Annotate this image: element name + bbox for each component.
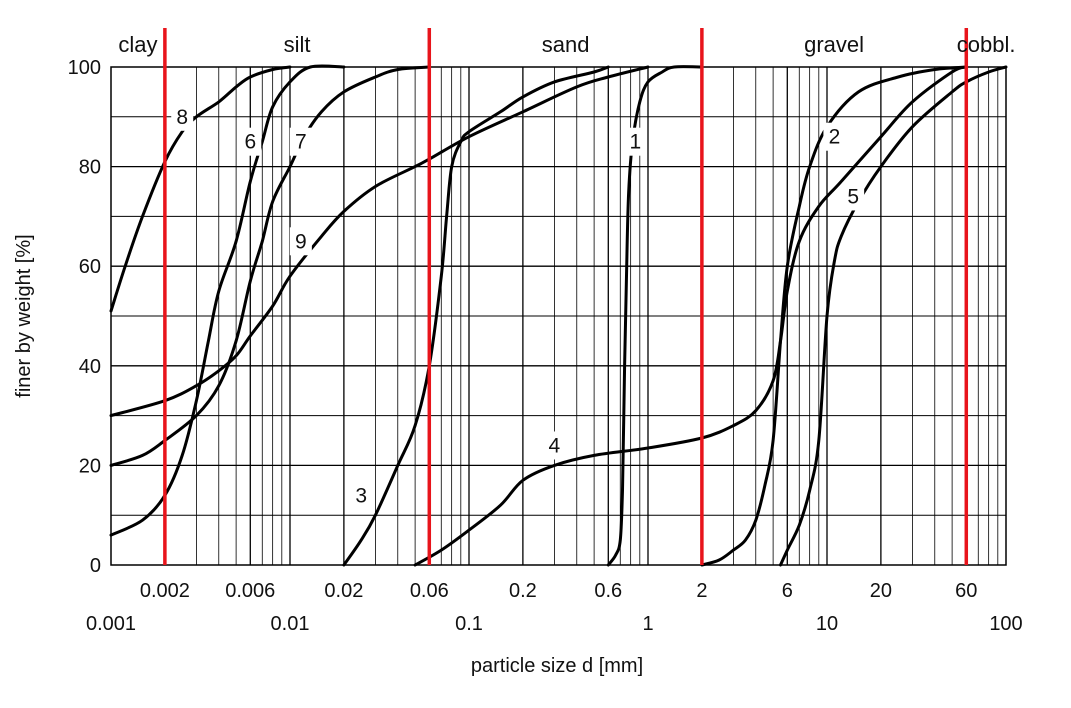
x-axis-label: particle size d [mm] — [471, 655, 643, 677]
plot-frame — [110, 66, 1007, 566]
curve-9 — [109, 65, 650, 418]
x-tick-label-lower: 1 — [642, 613, 653, 635]
curve-label-bg — [350, 481, 373, 510]
x-tick-label-upper: 20 — [870, 580, 892, 602]
curve-label-4: 4 — [543, 431, 566, 460]
zone-label: gravel — [804, 32, 864, 57]
x-tick-label-lower: 0.01 — [271, 613, 310, 635]
y-tick-label: 20 — [79, 455, 101, 477]
x-tick-label-lower: 100 — [989, 613, 1022, 635]
x-tick-label-upper: 6 — [782, 580, 793, 602]
curve-3 — [342, 65, 610, 567]
curve-label-text: 9 — [295, 230, 307, 253]
curve-label-7: 7 — [289, 127, 312, 156]
y-tick-label: 60 — [79, 256, 101, 278]
curve-label-text: 4 — [549, 434, 561, 457]
x-axis-ticks-upper: 0.002 0.006 0.02 0.06 0.2 0.6 2 6 20 60 — [140, 580, 978, 602]
curve-label-1: 1 — [624, 127, 647, 156]
zone-label: silt — [284, 32, 311, 57]
curve-label-2: 2 — [823, 122, 846, 151]
curve-label-9: 9 — [289, 227, 312, 256]
zone-label: cobbl. — [957, 32, 1016, 57]
zone-label: clay — [118, 32, 157, 57]
x-tick-label-upper: 0.006 — [225, 580, 275, 602]
curve-label-bg — [624, 127, 647, 156]
y-tick-label: 80 — [79, 157, 101, 179]
curve-label-text: 6 — [244, 131, 256, 154]
curve-label-6: 6 — [239, 127, 262, 156]
curve-label-text: 3 — [355, 484, 367, 507]
curve-1 — [606, 65, 704, 567]
curve-7 — [109, 65, 431, 467]
curve-label-bg — [239, 127, 262, 156]
x-tick-label-lower: 0.001 — [86, 613, 136, 635]
curve-label-text: 1 — [630, 131, 642, 154]
x-tick-label-upper: 0.06 — [410, 580, 449, 602]
curve-label-5: 5 — [842, 182, 865, 211]
x-tick-label-lower: 10 — [816, 613, 838, 635]
curve-label-bg — [842, 182, 865, 211]
curve-label-8: 8 — [171, 102, 194, 131]
x-tick-label-lower: 0.1 — [455, 613, 483, 635]
y-tick-label: 100 — [68, 57, 101, 79]
curve-label-text: 8 — [176, 106, 188, 129]
curve-2 — [700, 65, 968, 567]
zone-labels: clay silt sand gravel cobbl. — [118, 32, 1015, 57]
y-tick-label: 40 — [79, 356, 101, 378]
curve-label-bg — [289, 227, 312, 256]
zone-label: sand — [542, 32, 590, 57]
curve-label-bg — [543, 431, 566, 460]
curve-label-3: 3 — [350, 481, 373, 510]
x-tick-label-upper: 0.002 — [140, 580, 190, 602]
curve-label-text: 5 — [847, 185, 859, 208]
y-axis-ticks: 0 20 40 60 80 100 — [68, 57, 101, 577]
x-tick-label-upper: 2 — [696, 580, 707, 602]
curve-label-bg — [823, 122, 846, 151]
curve-label-text: 2 — [829, 126, 841, 149]
x-tick-label-upper: 0.02 — [324, 580, 363, 602]
y-axis-label: finer by weight [%] — [13, 234, 35, 397]
x-tick-label-upper: 0.2 — [509, 580, 537, 602]
curve-5 — [779, 65, 1008, 567]
curve-label-bg — [289, 127, 312, 156]
zone-boundaries — [163, 28, 969, 565]
x-axis-ticks-lower: 0.001 0.01 0.1 1 10 100 — [86, 613, 1023, 635]
curve-labels: 1 2 3 4 5 6 7 8 9 — [171, 102, 865, 510]
curve-4 — [413, 65, 968, 567]
curve-label-text: 7 — [295, 131, 307, 154]
y-tick-label: 0 — [90, 555, 101, 577]
curve-8 — [109, 65, 292, 313]
x-tick-label-upper: 0.6 — [594, 580, 622, 602]
x-tick-label-upper: 60 — [955, 580, 977, 602]
curve-label-bg — [171, 102, 194, 131]
